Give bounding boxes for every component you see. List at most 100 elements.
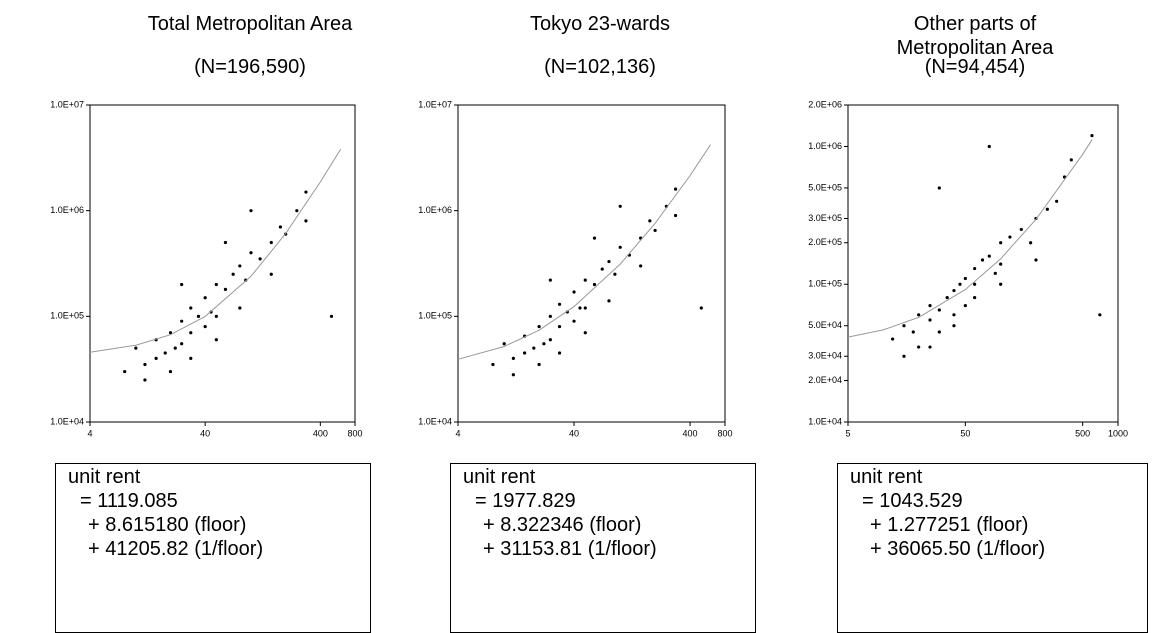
chart-title: Tokyo 23-wards [529, 13, 671, 35]
data-point [223, 287, 228, 291]
fit-line [847, 139, 1093, 338]
data-point [278, 225, 282, 229]
data-point [600, 267, 604, 271]
data-point [618, 245, 622, 249]
plot-frame [847, 104, 1119, 423]
x-tick-label: 1000 [1108, 428, 1128, 438]
y-tick-label: 1.0E+05 [418, 311, 452, 321]
y-tick-label: 2.0E+04 [808, 375, 842, 385]
data-point [1090, 133, 1094, 138]
y-tick-label: 1.0E+04 [418, 416, 452, 426]
equation-line: + 1.277251 (floor) [870, 514, 1029, 536]
data-point [1034, 258, 1038, 262]
data-point [189, 331, 193, 335]
data-point [173, 346, 177, 350]
data-point [618, 204, 622, 208]
data-point [249, 251, 253, 255]
data-point [168, 369, 173, 374]
data-point [902, 354, 906, 358]
page: {"chart_data": [ {"type": "scatter", "ti… [50, 13, 1148, 633]
data-point [592, 236, 597, 240]
data-point [295, 209, 299, 213]
data-point [973, 282, 977, 286]
y-tick-label: 2.0E+05 [808, 237, 842, 247]
equation-line: unit rent [850, 466, 923, 488]
data-point [532, 346, 536, 350]
data-point [952, 288, 956, 293]
equation-line: + 8.615180 (floor) [88, 514, 247, 536]
equation-line: unit rent [463, 466, 536, 488]
equation-line: = 1977.829 [475, 490, 576, 512]
data-point [557, 324, 562, 329]
y-tick-label: 1.0E+07 [418, 99, 452, 109]
x-tick-label: 4 [455, 428, 460, 438]
data-point [542, 342, 546, 346]
data-point [548, 338, 552, 342]
data-point [937, 330, 941, 334]
data-point [180, 282, 184, 287]
equation-line: = 1043.529 [862, 490, 963, 512]
plot-frame [89, 104, 356, 423]
equation-line: unit rent [68, 466, 141, 488]
data-point [911, 330, 915, 334]
data-point [902, 324, 906, 328]
data-point [980, 258, 985, 262]
data-point [1008, 235, 1012, 239]
data-point [123, 369, 127, 374]
data-point [258, 257, 262, 261]
data-point [928, 345, 932, 349]
x-tick-label: 4 [87, 428, 92, 438]
data-point [987, 254, 991, 258]
data-point [648, 219, 652, 223]
data-point [999, 262, 1003, 266]
y-tick-label: 1.0E+04 [50, 416, 84, 426]
data-point [917, 345, 921, 349]
charts: 1.0E+04 1.0E+05 1.0E+06 1.0E+07 4 40 400 800 1.0… [50, 99, 1128, 438]
data-point [502, 342, 506, 346]
data-point [993, 271, 997, 275]
chart-title: Other parts of Metropolitan Area [896, 13, 1054, 59]
y-tick-label: 1.0E+05 [50, 311, 84, 321]
chart-subtitle: (N=94,454) [924, 56, 1026, 78]
data-point [238, 306, 242, 310]
data-point [673, 187, 678, 191]
data-point [523, 351, 527, 355]
data-point [987, 144, 991, 149]
x-tick-label: 5 [845, 428, 850, 438]
x-tick-label: 40 [200, 428, 210, 438]
chart-title: Total Metropolitan Area [147, 13, 353, 35]
data-point [1029, 241, 1033, 245]
data-point [917, 313, 921, 317]
data-point [928, 303, 932, 308]
data-point [244, 278, 248, 282]
data-point [673, 213, 678, 218]
data-point [958, 282, 962, 286]
data-point [196, 314, 201, 318]
data-point [511, 356, 515, 360]
data-point [578, 306, 582, 310]
data-point [1045, 207, 1049, 211]
y-tick-label: 1.0E+04 [808, 416, 842, 426]
data-point [963, 276, 967, 281]
data-point [583, 331, 587, 335]
x-tick-label: 40 [569, 428, 579, 438]
y-tick-label: 1.0E+06 [808, 141, 842, 151]
data-point [592, 282, 597, 287]
data-point [143, 378, 147, 382]
data-point [1069, 158, 1073, 162]
chart-subtitle: (N=102,136) [544, 56, 656, 78]
data-point [180, 319, 184, 323]
data-point [189, 306, 193, 310]
data-point [249, 209, 253, 213]
data-point [304, 219, 308, 223]
y-tick-label: 1.0E+06 [50, 205, 84, 215]
y-tick-label: 1.0E+06 [418, 205, 452, 215]
plot-frame [457, 104, 726, 423]
equation-line: + 41205.82 (1/floor) [88, 538, 264, 560]
x-tick-label: 800 [717, 428, 732, 438]
data-point [537, 324, 541, 329]
data-point [607, 299, 611, 303]
data-point [269, 240, 273, 245]
y-tick-label: 3.0E+04 [808, 351, 842, 361]
data-point [168, 331, 173, 335]
